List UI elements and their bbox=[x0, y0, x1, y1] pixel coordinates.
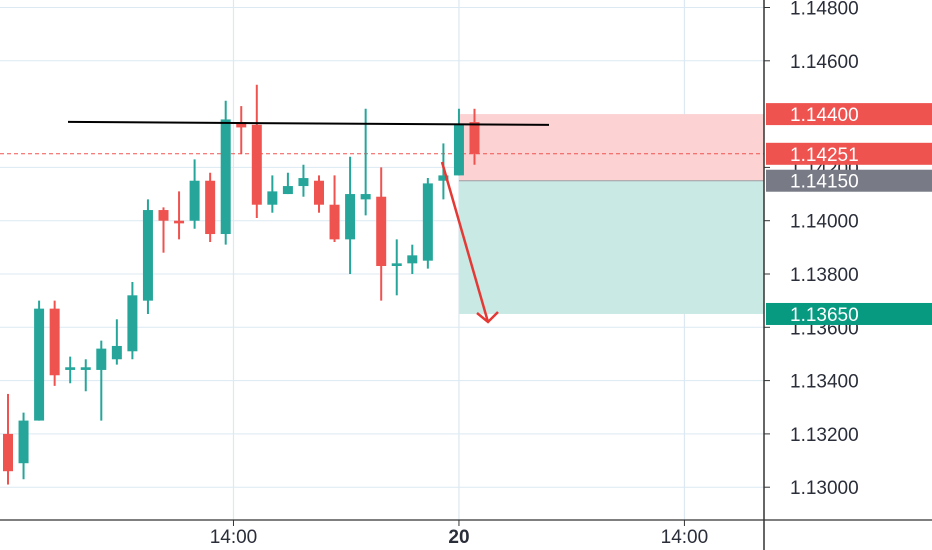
y-tick-label: 1.13200 bbox=[790, 425, 859, 446]
drawings bbox=[67, 120, 550, 324]
take-profit-zone bbox=[458, 180, 764, 314]
candle-body bbox=[96, 348, 107, 370]
candle-body bbox=[3, 433, 13, 472]
arrow-head bbox=[476, 311, 499, 324]
y-tick-label: 1.13800 bbox=[790, 265, 859, 286]
candle-body bbox=[111, 345, 122, 360]
candle-body bbox=[282, 186, 293, 195]
y-tick-label: 1.13400 bbox=[790, 372, 859, 393]
candle-body bbox=[329, 204, 340, 240]
candle-body bbox=[142, 210, 153, 301]
candle-body bbox=[267, 191, 278, 205]
price-tags: 1.14400 1.14251 1.14150 1.13650 bbox=[766, 103, 932, 326]
candle-body bbox=[174, 220, 185, 224]
candle-body bbox=[438, 175, 449, 181]
x-tick-label: 14:00 bbox=[661, 527, 709, 548]
candle-body bbox=[376, 196, 387, 267]
candle-body bbox=[158, 210, 169, 221]
time-axis[interactable]: 14:00 20 14:00 bbox=[0, 519, 932, 548]
candlesticks bbox=[3, 84, 480, 485]
candle-body bbox=[189, 180, 200, 221]
stop-loss-tag: 1.14400 bbox=[790, 105, 859, 126]
y-tick-label: 1.14000 bbox=[790, 212, 859, 233]
y-tick-label: 1.14800 bbox=[790, 0, 859, 20]
candle-body bbox=[345, 194, 356, 240]
candle-body bbox=[391, 263, 402, 267]
current-price-tag-bg bbox=[766, 142, 932, 165]
candle-body bbox=[18, 420, 29, 464]
projection-arrow bbox=[440, 161, 490, 323]
entry-tag: 1.14150 bbox=[790, 172, 859, 193]
x-tick-label: 20 bbox=[448, 527, 469, 548]
current-price-tag: 1.14251 bbox=[790, 145, 859, 166]
candle-body bbox=[422, 183, 433, 261]
take-profit-tag: 1.13650 bbox=[790, 305, 859, 326]
candle-body bbox=[314, 180, 324, 205]
candle-body bbox=[205, 180, 216, 235]
candle-body bbox=[236, 122, 247, 128]
candle-body bbox=[65, 367, 76, 370]
candle-body bbox=[407, 255, 418, 264]
candle-body bbox=[453, 124, 464, 176]
candle-body bbox=[49, 308, 60, 376]
candle-body bbox=[251, 124, 262, 205]
candle-body bbox=[469, 122, 480, 154]
stop-loss-tag-bg bbox=[766, 103, 932, 126]
candle-body bbox=[127, 295, 138, 352]
y-tick-label: 1.14600 bbox=[790, 52, 859, 73]
y-tick-label: 1.13000 bbox=[790, 478, 859, 499]
candle-body bbox=[220, 119, 231, 235]
take-profit-tag-bg bbox=[766, 302, 932, 325]
candle-body bbox=[298, 178, 309, 187]
entry-tag-bg bbox=[766, 169, 932, 192]
candle-body bbox=[34, 308, 45, 421]
candle-body bbox=[80, 367, 91, 370]
x-tick-label: 14:00 bbox=[210, 527, 258, 548]
price-axis[interactable]: 1.148001.146001.142001.140001.138001.136… bbox=[763, 0, 859, 550]
resistance-line bbox=[67, 120, 550, 126]
candle-body bbox=[360, 194, 371, 200]
position-zones bbox=[0, 114, 764, 314]
